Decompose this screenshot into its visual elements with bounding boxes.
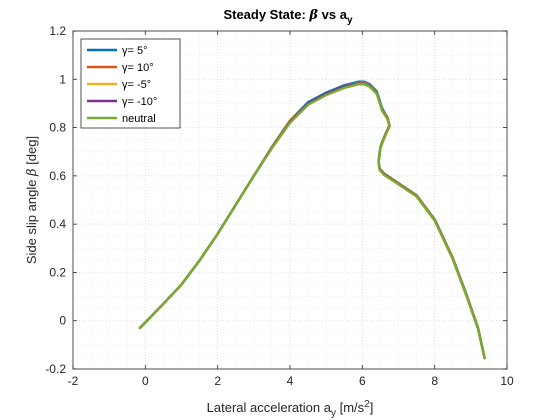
y-tick-label: 1 (59, 72, 66, 86)
y-tick-label: 0.6 (49, 169, 66, 183)
series-group (138, 80, 486, 360)
x-tick-label: 2 (214, 374, 221, 388)
x-axis-label: Lateral acceleration ay [m/s2] (207, 399, 374, 419)
x-tick-label: 4 (287, 374, 294, 388)
legend-label: neutral (122, 113, 156, 125)
x-tick-label: 0 (142, 374, 149, 388)
legend: γ= 5° γ= 10° γ= -5° γ= -10° neutral (80, 38, 181, 129)
y-axis-label: Side slip angle β [deg] (24, 136, 40, 264)
legend-label: γ= -10° (122, 96, 157, 108)
series-line (138, 82, 486, 360)
x-tick-label: 8 (431, 374, 438, 388)
legend-label: γ= 10° (122, 62, 154, 74)
legend-label: γ= -5° (122, 79, 151, 91)
x-tick-label: -2 (68, 374, 79, 388)
ticks: -2 0 2 4 6 8 10 -0.2 0 0.2 0.4 0.6 0.8 1 1.2 (45, 24, 514, 388)
y-tick-label: -0.2 (45, 362, 66, 376)
y-tick-label: 0.4 (49, 217, 66, 231)
chart-title: Steady State: β vs ay (223, 7, 353, 26)
x-tick-label: 10 (500, 374, 514, 388)
y-tick-label: 0 (59, 314, 66, 328)
y-tick-label: 0.2 (49, 265, 66, 279)
x-tick-label: 6 (359, 374, 366, 388)
y-tick-label: 1.2 (49, 24, 66, 38)
y-tick-label: 0.8 (49, 121, 66, 135)
legend-label: γ= 5° (122, 45, 148, 57)
